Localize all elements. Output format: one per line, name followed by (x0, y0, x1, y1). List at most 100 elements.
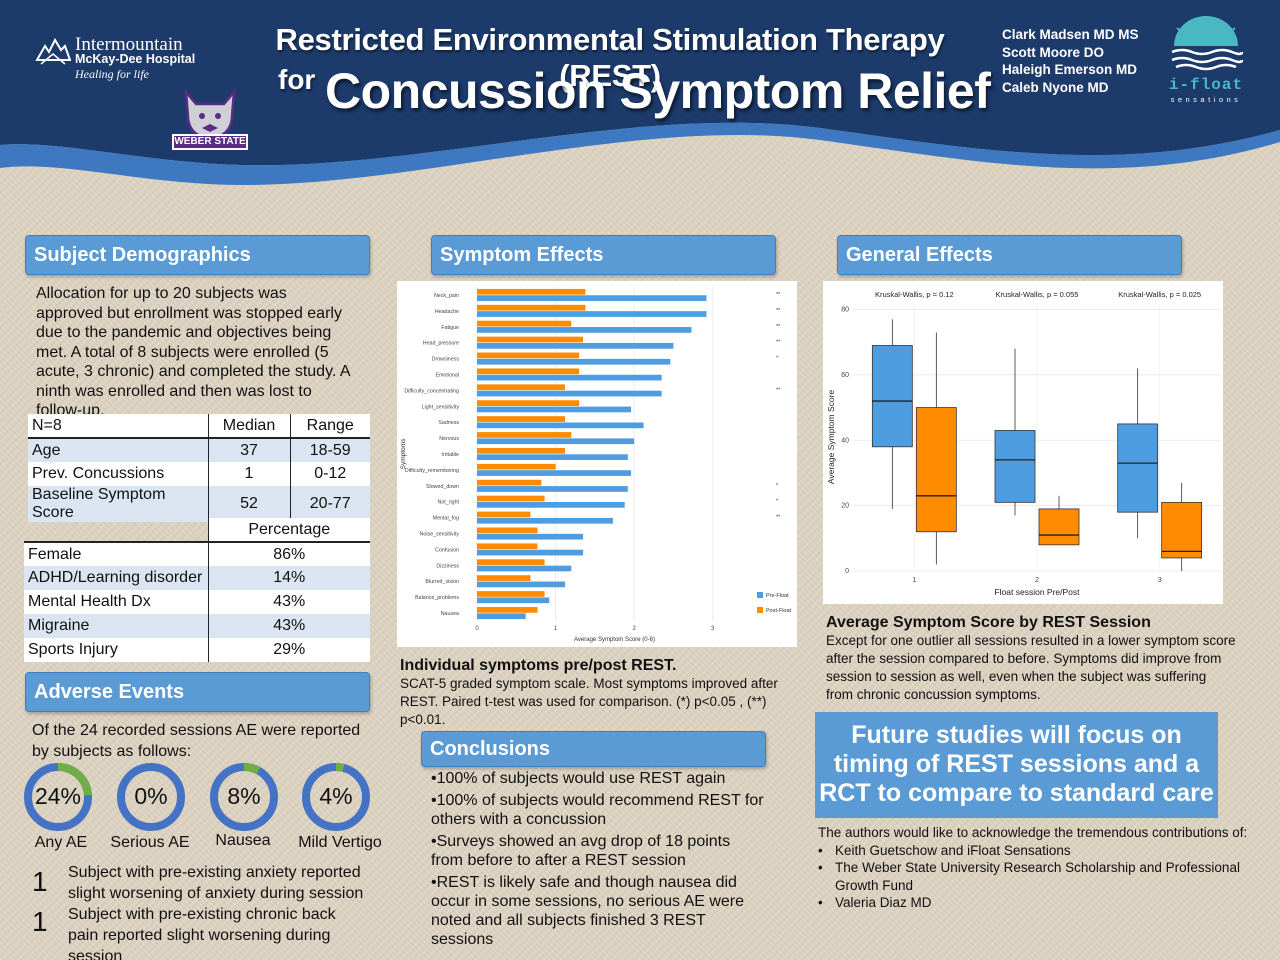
y-axis-label: Symptoms (400, 438, 407, 469)
category-label: Difficulty_remembering (405, 468, 459, 474)
symptom-caption: Individual symptoms pre/post REST. SCAT-… (400, 657, 800, 729)
bar-post-float (477, 575, 531, 581)
ae-note-text: Subject with pre-existing anxiety report… (68, 864, 364, 902)
significance-marker: ** (776, 340, 781, 346)
donut-value: 24% (34, 783, 82, 809)
ack-list: Keith Guetschow and iFloat Sensations Th… (818, 842, 1258, 912)
header-banner-shape (0, 0, 1280, 186)
bar-post-float (477, 336, 584, 343)
donut-ring (210, 763, 278, 831)
category-label: Nausea (441, 611, 459, 617)
donut-ring (302, 763, 370, 831)
category-label: Emotional (435, 372, 459, 378)
donut-value: 8% (227, 783, 261, 809)
poster-header (0, 0, 1280, 200)
general-caption-title: Average Symptom Score by REST Session (826, 614, 1151, 631)
donut-caption: Mild Vertigo (298, 834, 382, 851)
table-cell: 86% (207, 542, 370, 566)
bar-post-float (477, 432, 572, 438)
table-cell: Female (24, 542, 208, 566)
donut-ring (117, 763, 185, 831)
donut-progress-arc (24, 763, 92, 831)
bar-pre-float (477, 565, 572, 572)
table-cell: Sports Injury (24, 638, 208, 662)
bar-pre-float (477, 502, 625, 508)
bar-post-float (477, 479, 542, 486)
table-cell: Baseline Symptom Score (28, 486, 208, 522)
table-cell: Age (28, 438, 208, 462)
donut-serious-ae: 0% (116, 762, 186, 832)
bar-post-float (477, 288, 586, 295)
pvalue-label: Kruskal-Wallis, p = 0.025 (1118, 290, 1201, 299)
bar-post-float (477, 463, 556, 470)
box-post (1038, 508, 1080, 546)
legend-label: Post-Float (766, 608, 792, 614)
x-axis-label: Float session Pre/Post (994, 587, 1080, 597)
donut-progress-arc (210, 763, 278, 831)
category-label: Not_right (438, 500, 460, 506)
bar-pre-float (477, 342, 674, 349)
symptom-caption-title: Individual symptoms pre/post REST. (400, 657, 677, 674)
table-row: Mental Health Dx 43% (24, 590, 370, 614)
intermountain-hospital: McKay-Dee Hospital (75, 52, 196, 66)
author-2: Scott Moore DO (1002, 44, 1105, 60)
bar-pre-float (477, 597, 550, 604)
bar-pre-float (477, 549, 584, 556)
bar-post-float (477, 527, 538, 534)
significance-marker: ** (776, 324, 781, 330)
demographics-paragraph: Allocation for up to 20 subjects was app… (36, 285, 350, 419)
x-tick-label: 0 (475, 626, 479, 632)
bar-pre-float (477, 311, 707, 317)
general-box-chart-svg: 0 20 40 60 80 1 Kruskal-Wallis, p = 0.12 2 Krusk… (826, 290, 1221, 597)
bar-pre-float (477, 533, 584, 540)
bar-pre-float (477, 486, 628, 492)
table-cell: 43% (207, 614, 370, 638)
bar-pre-float (477, 390, 662, 397)
category-label: Confusion (435, 547, 459, 553)
y-tick-label: 60 (841, 372, 849, 379)
table-header-cell (24, 518, 208, 543)
symptom-caption-body: SCAT-5 graded symptom scale. Most sympto… (400, 676, 778, 727)
y-tick-label: 40 (841, 437, 849, 444)
ifloat-subtitle: sensations (1170, 95, 1242, 104)
category-label: Light_sensitivity (422, 404, 460, 410)
table-row: Age 37 18-59 (28, 438, 370, 462)
category-label: Neck_pain (434, 293, 459, 299)
box-post (915, 407, 957, 533)
weber-state-logo: WEBER STATE (168, 86, 252, 154)
table-row: Baseline Symptom Score 52 20-77 (28, 486, 370, 522)
category-label: Irritable (441, 452, 459, 458)
bar-pre-float (477, 438, 635, 445)
bar-post-float (477, 543, 538, 550)
ack-item: Keith Guetschow and iFloat Sensations (818, 842, 1258, 860)
poster-title-for: for (278, 64, 316, 95)
author-list: Clark Madsen MD MS Scott Moore DO Haleig… (1002, 26, 1139, 96)
bar-post-float (477, 384, 565, 391)
legend-label: Pre-Float (766, 593, 789, 599)
table-cell: 18-59 (289, 438, 370, 462)
table-cell: 37 (207, 438, 290, 462)
conclusions-heading: Conclusions (421, 731, 766, 767)
x-tick-label: 3 (1158, 577, 1162, 584)
category-label: Dizziness (436, 563, 459, 569)
future-studies-box: Future studies will focus on timing of R… (815, 712, 1218, 818)
table-row: ADHD/Learning disorder 14% (24, 566, 370, 590)
donut-ring (24, 763, 92, 831)
demographics-table-median: N=8 Median Range Age 37 18-59 Prev. Conc… (28, 414, 370, 522)
ack-item: The Weber State University Research Scho… (818, 859, 1258, 894)
significance-marker: ** (776, 515, 781, 521)
table-cell: Mental Health Dx (24, 590, 208, 614)
adverse-intro: Of the 24 recorded sessions AE were repo… (32, 722, 361, 760)
category-label: Mental_fog (433, 516, 459, 522)
bar-post-float (477, 352, 580, 359)
bar-pre-float (477, 581, 565, 588)
pvalue-label: Kruskal-Wallis, p = 0.12 (875, 290, 954, 299)
symptom-effects-heading: Symptom Effects (431, 235, 776, 275)
ae-note-count: 1 (32, 906, 48, 937)
adverse-events-heading: Adverse Events (25, 672, 370, 712)
y-axis-label: Average Symptom Score (826, 390, 836, 485)
category-label: Difficulty_concentrating (404, 388, 459, 394)
category-label: Noise_sensitivity (420, 532, 460, 538)
category-label: Nervous (439, 436, 459, 442)
